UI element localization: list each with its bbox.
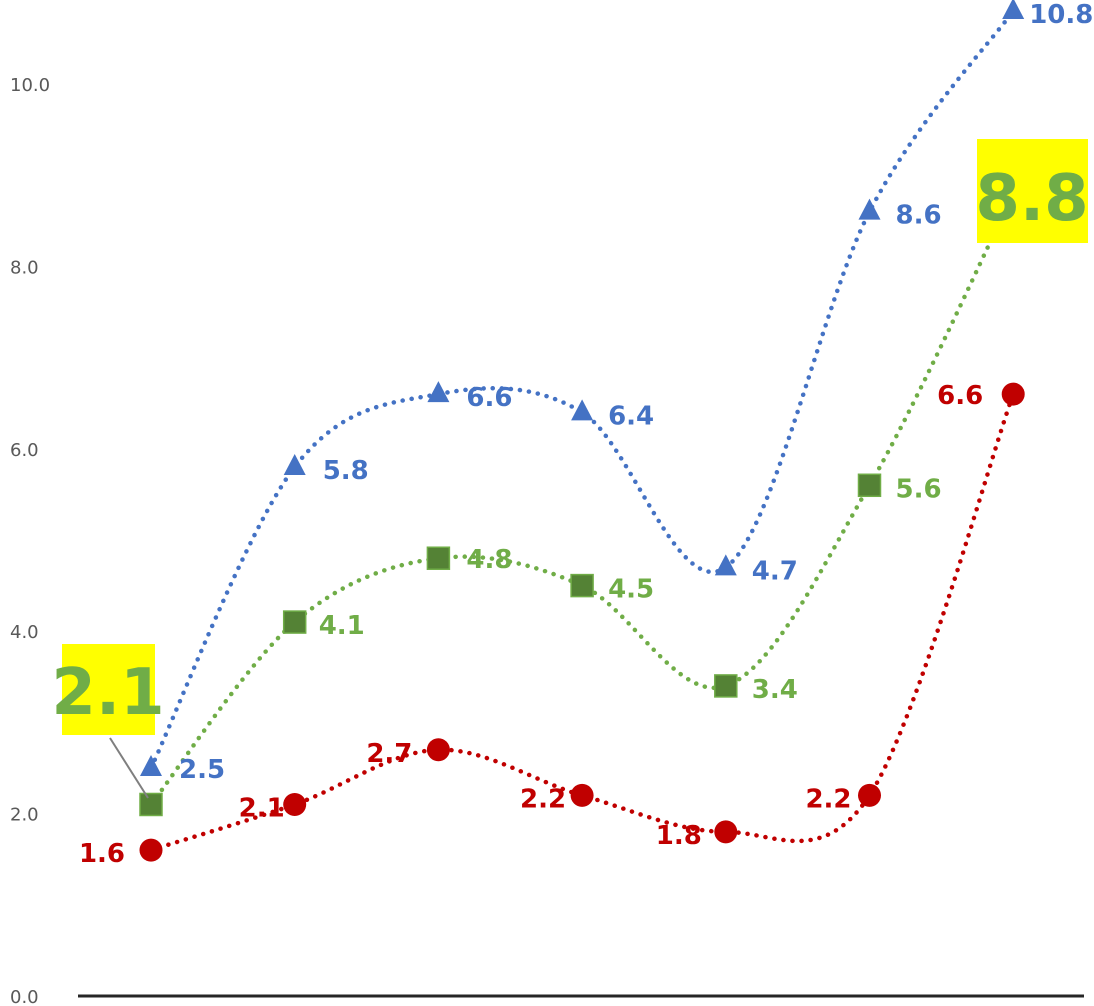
square-marker bbox=[426, 546, 451, 570]
data-label: 5.6 bbox=[896, 474, 942, 504]
y-tick-label: 8.0 bbox=[10, 257, 39, 278]
series-line-3 bbox=[148, 391, 1016, 853]
data-label: 5.8 bbox=[323, 456, 369, 486]
data-label: 4.1 bbox=[319, 611, 365, 641]
callout-highlight-box bbox=[977, 139, 1088, 243]
square-marker bbox=[714, 674, 738, 698]
y-tick-label: 0.0 bbox=[10, 987, 39, 1006]
triangle-marker bbox=[140, 755, 162, 776]
data-label: 8.6 bbox=[896, 201, 942, 231]
square-marker bbox=[857, 473, 882, 498]
data-label: 2.5 bbox=[179, 755, 225, 785]
circle-marker bbox=[858, 783, 881, 807]
y-tick-label: 4.0 bbox=[10, 622, 39, 643]
circle-marker bbox=[283, 792, 307, 816]
data-label: 6.6 bbox=[466, 383, 512, 413]
data-label: 3.4 bbox=[752, 675, 798, 705]
data-label: 6.6 bbox=[937, 381, 983, 411]
data-label: 1.8 bbox=[656, 821, 702, 851]
data-label: 2.2 bbox=[520, 784, 566, 814]
triangle-marker bbox=[283, 454, 306, 476]
circle-marker bbox=[1001, 382, 1025, 406]
square-marker bbox=[570, 573, 594, 598]
callout-leader-line bbox=[109, 737, 149, 799]
triangle-marker bbox=[571, 399, 594, 421]
data-label: 1.6 bbox=[79, 839, 125, 869]
y-tick-label: 6.0 bbox=[10, 440, 39, 461]
data-label: 4.5 bbox=[608, 575, 654, 605]
circle-marker bbox=[714, 820, 738, 844]
circle-marker bbox=[570, 783, 594, 807]
data-label: 4.7 bbox=[752, 556, 798, 586]
callout-label: 8.8 bbox=[975, 162, 1088, 236]
series-line-1 bbox=[148, 8, 1016, 771]
data-label: 2.2 bbox=[805, 784, 851, 814]
circle-marker bbox=[426, 738, 450, 762]
data-label: 6.4 bbox=[608, 401, 654, 431]
callout-label: 2.1 bbox=[51, 656, 164, 730]
triangle-marker bbox=[1002, 0, 1025, 20]
y-tick-label: 10.0 bbox=[10, 75, 50, 96]
data-label: 10.8 bbox=[1029, 0, 1093, 30]
square-marker bbox=[282, 610, 307, 634]
circle-marker bbox=[139, 838, 163, 862]
callout-highlight-box bbox=[62, 644, 155, 735]
data-label: 2.1 bbox=[239, 793, 285, 823]
triangle-marker bbox=[858, 198, 881, 220]
data-label: 4.8 bbox=[466, 545, 512, 575]
triangle-marker bbox=[714, 554, 737, 576]
series-line-2 bbox=[148, 191, 1016, 807]
data-label: 2.7 bbox=[366, 739, 412, 769]
square-marker bbox=[139, 792, 163, 817]
triangle-marker bbox=[427, 381, 450, 403]
y-tick-label: 2.0 bbox=[10, 805, 39, 826]
